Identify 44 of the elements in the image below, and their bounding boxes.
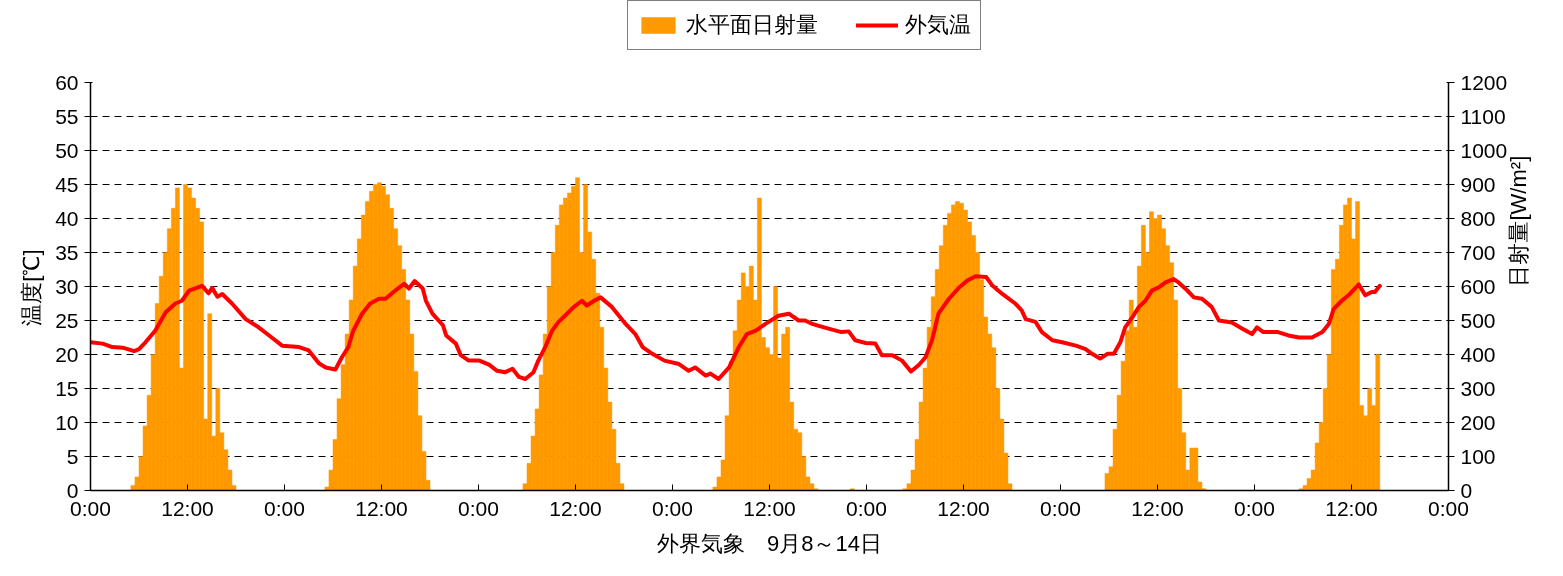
y2-tick-label: 600 [1460, 274, 1496, 298]
y2-tick-label: 0 [1460, 478, 1473, 502]
y-tick-label: 40 [55, 206, 79, 230]
x-tick-label: 12:00 [161, 496, 214, 520]
y2-axis-title: 日射量[W/m²] [1505, 155, 1531, 287]
y2-tick-label: 1200 [1460, 70, 1508, 94]
y-tick-label: 30 [55, 274, 79, 298]
x-tick-label: 0:00 [458, 496, 499, 520]
y-tick-label: 10 [55, 410, 79, 434]
x-tick-label: 0:00 [652, 496, 693, 520]
x-tick-label: 12:00 [549, 496, 602, 520]
y2-tick-label: 1000 [1460, 138, 1508, 162]
y2-tick-label: 800 [1460, 206, 1496, 230]
legend-label: 水平面日射量 [686, 11, 818, 39]
y-tick-label: 45 [55, 172, 79, 196]
y-tick-label: 50 [55, 138, 79, 162]
x-tick-label: 12:00 [1325, 496, 1378, 520]
x-tick-label: 0:00 [1234, 496, 1275, 520]
y2-tick-label: 300 [1460, 376, 1496, 400]
y2-tick-label: 700 [1460, 240, 1496, 264]
x-axis-title: 外界気象 9月8～14日 [657, 530, 882, 556]
y-tick-label: 35 [55, 240, 79, 264]
y2-tick-label: 1100 [1460, 104, 1506, 128]
x-tick-label: 12:00 [743, 496, 796, 520]
x-tick-label: 0:00 [264, 496, 305, 520]
x-tick-label: 0:00 [846, 496, 887, 520]
y2-tick-label: 500 [1460, 308, 1496, 332]
y2-tick-label: 900 [1460, 172, 1496, 196]
y-tick-label: 15 [55, 376, 79, 400]
y-tick-label: 60 [55, 70, 79, 94]
x-tick-label: 0:00 [1040, 496, 1081, 520]
y-tick-label: 25 [55, 308, 79, 332]
y-tick-label: 5 [66, 444, 79, 468]
legend-label: 外気温 [905, 11, 971, 39]
x-tick-label: 12:00 [1131, 496, 1184, 520]
y2-tick-label: 100 [1460, 444, 1496, 468]
y2-tick-label: 200 [1460, 410, 1496, 434]
y-tick-label: 0 [66, 478, 79, 502]
x-tick-label: 12:00 [355, 496, 408, 520]
y2-tick-label: 400 [1460, 342, 1496, 366]
y-tick-label: 20 [55, 342, 79, 366]
y-tick-label: 55 [55, 104, 79, 128]
x-tick-label: 12:00 [937, 496, 990, 520]
y-axis-title: 温度[℃] [19, 249, 45, 326]
